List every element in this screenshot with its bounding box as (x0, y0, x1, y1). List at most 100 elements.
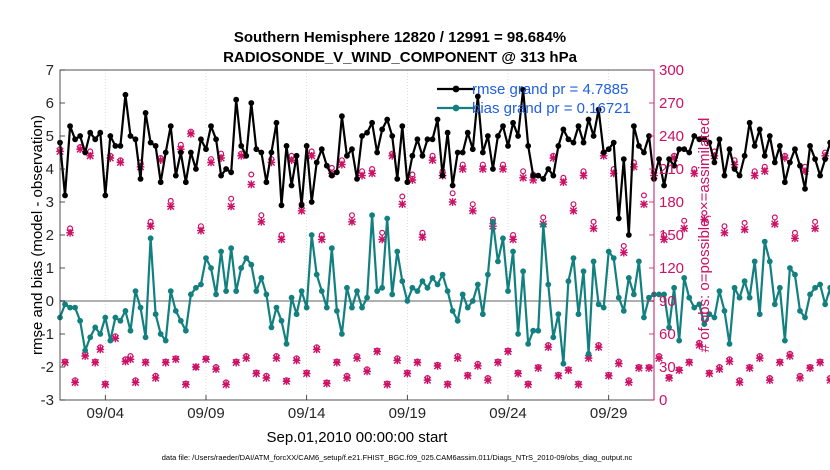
bias-point (248, 261, 255, 268)
bias-point (454, 317, 461, 324)
obs-assimilated-marker (292, 356, 301, 365)
obs-assimilated-marker (619, 248, 628, 257)
rmse-point (641, 149, 647, 156)
rmse-point (585, 116, 592, 123)
rmse-point (429, 136, 436, 143)
obs-assimilated-marker (86, 151, 95, 160)
rmse-point (167, 123, 174, 129)
obs-assimilated-marker (700, 215, 709, 224)
obs-assimilated-marker (272, 354, 281, 363)
bias-point (97, 331, 104, 337)
rmse-point (233, 96, 240, 103)
bias-point (243, 255, 250, 261)
rmse-point (711, 159, 718, 166)
bias-point (399, 278, 406, 285)
bias-point (817, 281, 824, 288)
obs-assimilated-marker (448, 198, 457, 206)
bias-point (182, 327, 189, 334)
rmse-point (87, 129, 94, 136)
rmse-point (495, 133, 501, 139)
bias-point (349, 304, 355, 311)
obs-assimilated-marker (630, 162, 638, 171)
obs-assimilated-marker (232, 358, 241, 367)
rmse-point (243, 152, 250, 159)
rmse-point (721, 172, 728, 179)
obs-assimilated-marker (559, 178, 568, 187)
rmse-point (308, 199, 315, 205)
y-right-tick-label: 270 (659, 95, 684, 112)
y-left-label: rmse and bias (model - observation) (29, 115, 46, 355)
bias-point (530, 327, 537, 334)
bias-point (615, 294, 622, 301)
rmse-point (278, 202, 285, 209)
rmse-point (525, 143, 532, 149)
bias-point (716, 288, 723, 294)
rmse-point (817, 172, 824, 179)
bias-point (414, 288, 421, 294)
obs-assimilated-marker (413, 358, 422, 367)
obs-assimilated-marker (111, 334, 120, 343)
obs-assimilated-marker (599, 151, 608, 160)
bias-point (490, 218, 496, 225)
rmse-point (666, 156, 673, 163)
rmse-point (630, 123, 637, 129)
rmse-point (258, 149, 265, 156)
bias-point (756, 311, 763, 318)
obs-possible-marker (640, 192, 647, 199)
rmse-point (374, 149, 381, 156)
obs-assimilated-marker (423, 376, 432, 385)
rmse-point (615, 215, 622, 222)
rmse-point (107, 133, 114, 139)
rmse-point (384, 116, 391, 123)
obs-assimilated-marker (670, 154, 678, 162)
obs-possible-marker (449, 190, 456, 197)
obs-assimilated-marker (312, 345, 321, 354)
y-left-tick-label: -1 (41, 326, 54, 343)
x-tick-label: 09/24 (489, 405, 527, 422)
bias-point (193, 284, 199, 291)
rmse-point (198, 136, 204, 143)
obs-assimilated-marker (227, 202, 235, 211)
bias-point (635, 258, 642, 265)
rmse-point (812, 156, 818, 163)
rmse-point (92, 136, 99, 143)
bias-point (117, 317, 124, 324)
rmse-point (781, 179, 788, 186)
rmse-point (671, 162, 678, 169)
rmse-point (610, 139, 617, 146)
rmse-point (177, 149, 184, 156)
obs-assimilated-marker (197, 226, 205, 235)
bias-point (464, 304, 471, 311)
bias-point (419, 278, 426, 285)
bias-point (736, 294, 743, 301)
obs-assimilated-marker (604, 371, 613, 380)
rmse-point (253, 146, 260, 153)
obs-assimilated-marker (826, 376, 830, 385)
rmse-point (77, 133, 84, 139)
bias-point (394, 248, 401, 255)
rmse-point (218, 172, 224, 179)
obs-assimilated-marker (353, 354, 361, 363)
rmse-point (696, 136, 703, 143)
bias-point (771, 301, 778, 308)
obs-assimilated-marker (463, 371, 472, 380)
obs-assimilated-marker (307, 151, 316, 160)
y-right-tick-label: 210 (659, 161, 684, 178)
rmse-point (807, 143, 813, 149)
obs-assimilated-marker (242, 354, 251, 363)
rmse-point (137, 176, 144, 182)
bias-point (600, 304, 607, 311)
obs-assimilated-marker (479, 165, 487, 173)
bias-point (303, 304, 310, 311)
rmse-point (369, 119, 376, 126)
obs-assimilated-marker (781, 154, 789, 162)
bias-point (389, 291, 396, 298)
bias-point (656, 291, 662, 298)
obs-assimilated-marker (635, 364, 643, 372)
obs-assimilated-marker (388, 151, 397, 160)
obs-assimilated-marker (131, 378, 140, 387)
obs-assimilated-marker (579, 171, 588, 180)
x-tick-label: 09/14 (288, 405, 326, 422)
obs-assimilated-marker (499, 165, 507, 173)
obs-possible-marker (399, 193, 406, 200)
